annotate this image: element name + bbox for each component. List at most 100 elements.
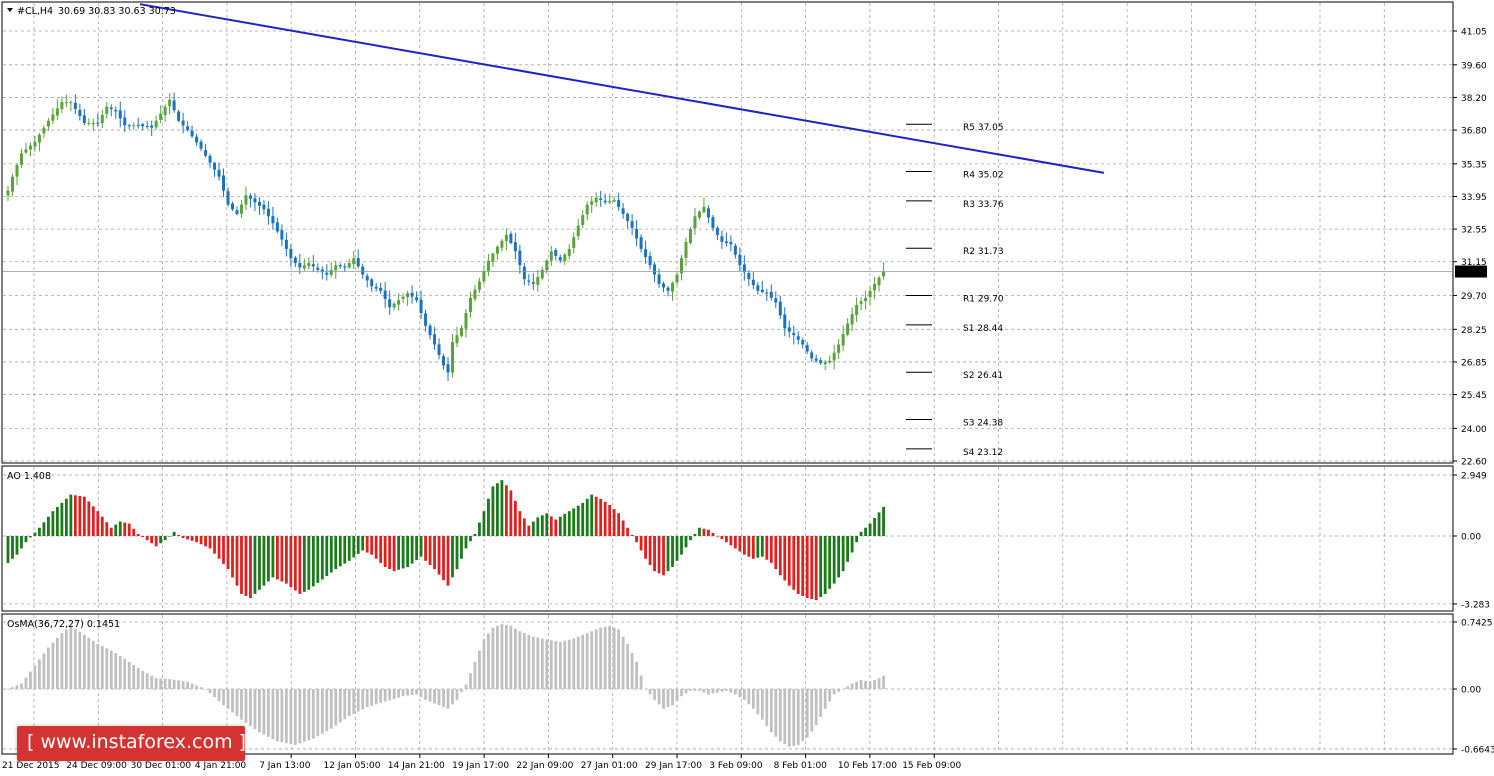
ao-bar — [38, 527, 41, 536]
pivot-label: S1 28.44 — [963, 324, 1003, 334]
ao-bar — [73, 495, 77, 536]
candle-body — [127, 125, 131, 127]
ao-bar — [338, 536, 342, 567]
y-tick-label: 24.00 — [1461, 425, 1487, 435]
osma-bar — [428, 689, 432, 702]
ao-bar — [293, 536, 297, 591]
candle-body — [293, 257, 297, 263]
osma-bar — [554, 641, 558, 689]
ao-bar — [356, 536, 360, 554]
candle-body — [671, 282, 675, 292]
osma-bar — [181, 681, 185, 689]
ao-bar — [711, 532, 715, 536]
ao-bar — [352, 536, 356, 558]
osma-bar — [837, 689, 841, 692]
osma-bar — [343, 689, 347, 720]
osma-bar — [284, 689, 288, 744]
ao-bar — [231, 536, 234, 578]
osma-tick-label: 0.7425 — [1461, 619, 1493, 629]
osma-bar — [787, 689, 791, 747]
ao-bar — [545, 513, 549, 536]
osma-bar — [159, 678, 163, 689]
ao-bar — [419, 536, 423, 557]
osma-bar — [271, 689, 275, 740]
osma-bar — [302, 689, 306, 742]
ao-bar — [792, 536, 796, 590]
osma-bar — [132, 664, 136, 689]
candle-body — [51, 114, 55, 121]
ao-bar — [639, 536, 643, 551]
ao-bar — [11, 536, 14, 559]
ao-bar — [698, 527, 701, 536]
ao-bar — [733, 536, 737, 549]
ao-bar — [374, 536, 378, 559]
chart-menu-icon[interactable] — [7, 8, 13, 12]
osma-bar — [729, 689, 733, 693]
candle-body — [765, 292, 769, 294]
ao-bar — [630, 534, 634, 536]
candle-body — [468, 297, 472, 313]
osma-bar — [118, 655, 122, 689]
candle-body — [190, 130, 194, 137]
candle-body — [724, 241, 728, 244]
ao-bar — [868, 523, 872, 536]
ao-bar — [42, 522, 46, 536]
osma-bar — [29, 671, 32, 689]
osma-bar — [38, 659, 41, 689]
candle-body — [608, 201, 612, 203]
candle-body — [109, 107, 113, 110]
x-tick-label: 29 Jan 17:00 — [645, 761, 702, 771]
osma-bar — [504, 624, 508, 689]
candle-body — [96, 122, 100, 124]
ao-bar — [585, 498, 589, 536]
candle-body — [545, 260, 549, 271]
osma-bar — [105, 648, 109, 689]
osma-bar — [123, 658, 127, 689]
candle-body — [186, 126, 190, 131]
osma-bar — [635, 661, 638, 689]
osma-bar — [127, 661, 131, 689]
ao-bar — [388, 536, 392, 570]
candle-body — [392, 303, 396, 308]
ao-bar — [96, 511, 100, 536]
candle-body — [837, 344, 841, 353]
osma-bar — [549, 640, 553, 689]
ao-bar — [15, 536, 19, 555]
pivot-label: S2 26.41 — [963, 371, 1003, 381]
osma-label: OsMA(36,72,27) 0.1451 — [7, 619, 120, 630]
y-tick-label: 38.20 — [1461, 94, 1487, 104]
candle-body — [693, 216, 697, 229]
osma-bar — [680, 689, 683, 697]
ao-bar — [648, 536, 652, 565]
osma-bar — [558, 642, 562, 689]
symbol-label: #CL,H4 — [17, 6, 53, 17]
candle-body — [702, 206, 706, 213]
ao-bar — [693, 533, 697, 536]
x-tick-label: 3 Feb 09:00 — [709, 761, 763, 771]
candle-body — [639, 237, 643, 249]
x-tick-label: 30 Dec 01:00 — [131, 761, 192, 771]
candle-body — [477, 281, 481, 290]
osma-bar — [765, 689, 769, 726]
candle-body — [244, 195, 248, 205]
ao-bar — [347, 536, 351, 561]
ao-bar — [397, 536, 401, 570]
candle-body — [316, 267, 320, 270]
ao-bar — [87, 501, 91, 536]
candle-body — [706, 208, 710, 218]
osma-bar — [698, 689, 701, 691]
candle-body — [810, 352, 814, 359]
candle-body — [338, 265, 342, 267]
candle-body — [154, 120, 158, 128]
candle-body — [446, 364, 450, 373]
ao-bar — [635, 536, 638, 543]
ao-bar — [684, 536, 688, 548]
candle-body — [226, 191, 230, 205]
candle-body — [55, 108, 59, 116]
osma-bar — [563, 640, 567, 689]
y-tick-label: 28.25 — [1461, 326, 1487, 336]
ao-bar — [271, 536, 275, 578]
candle-body — [720, 236, 724, 242]
ao-bar — [132, 528, 136, 536]
osma-bar — [60, 633, 64, 689]
